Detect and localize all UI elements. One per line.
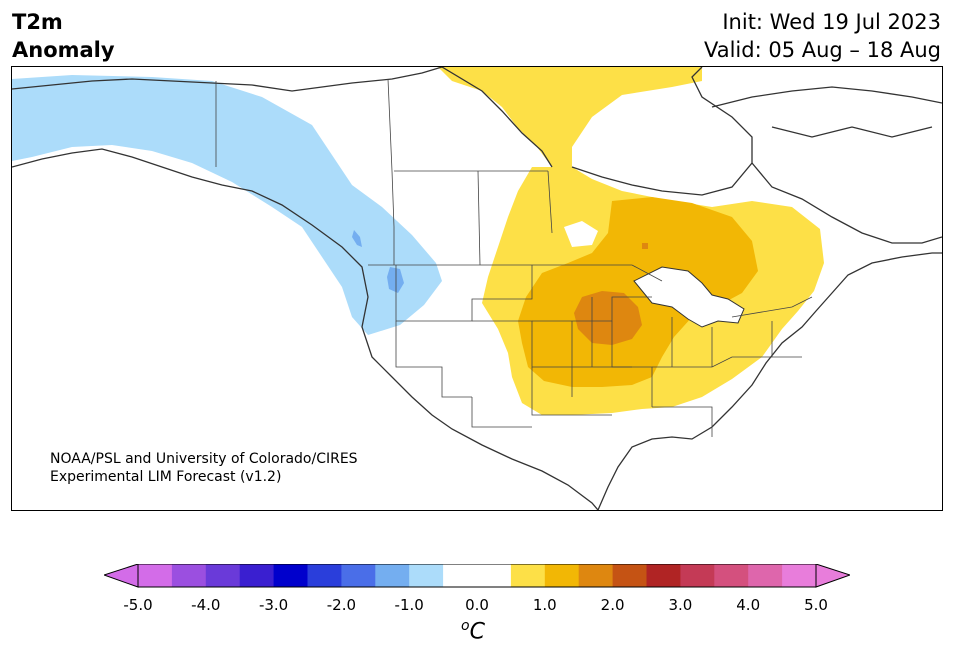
forecast-dates: Init: Wed 19 Jul 2023 Valid: 05 Aug – 18… — [704, 8, 941, 64]
political-boundaries — [215, 78, 813, 437]
warm-anomaly-arctic — [438, 67, 702, 167]
colorbar-cells — [138, 564, 817, 587]
colorbar — [104, 564, 850, 588]
colorbar-tick-labels: -5.0 -4.0 -3.0 -2.0 -1.0 0.0 1.0 2.0 3.0 4.0 5.0 — [0, 596, 953, 616]
colorbar-tick-label: 4.0 — [736, 596, 761, 614]
hudson-bay-lake — [564, 221, 598, 247]
colorbar-cell — [544, 564, 580, 587]
colorbar-cell — [375, 564, 410, 587]
colorbar-cell — [443, 564, 478, 587]
colorbar-cell — [171, 564, 207, 587]
degree-superscript: o — [461, 618, 470, 634]
colorbar-tick-label: 5.0 — [804, 596, 828, 614]
colorbar-cell — [477, 564, 512, 587]
colorbar-cell — [714, 564, 749, 587]
valid-date-range: Valid: 05 Aug – 18 Aug — [703, 38, 941, 62]
init-date: Init: Wed 19 Jul 2023 — [722, 10, 941, 34]
colorbar-cell — [578, 564, 614, 587]
colorbar-tick-label: -5.0 — [123, 596, 153, 614]
cool-anomaly-core-1 — [352, 230, 362, 247]
anomaly-map: NOAA/PSL and University of Colorado/CIRE… — [11, 66, 943, 511]
map-canvas — [12, 67, 942, 510]
coastlines — [12, 67, 942, 510]
colorbar-tick-label: 0.0 — [465, 596, 489, 614]
warm-anomaly-peak-small — [642, 243, 648, 249]
colorbar-tick-label: 2.0 — [600, 596, 625, 614]
colorbar-tick-label: -2.0 — [326, 596, 357, 614]
great-lakes — [633, 266, 745, 328]
unit-letter: C — [469, 619, 485, 645]
colorbar-cell — [748, 564, 783, 587]
credit-line-1: NOAA/PSL and University of Colorado/CIRE… — [50, 451, 358, 467]
colorbar-cell — [307, 564, 342, 587]
colorbar-tick-label: -4.0 — [191, 596, 221, 614]
colorbar-cell — [205, 564, 241, 587]
colorbar-cell — [680, 564, 715, 587]
colorbar-cell — [782, 564, 817, 587]
colorbar-cell — [510, 564, 546, 587]
warm-anomaly-peak — [574, 291, 642, 345]
title-line-2: Anomaly — [12, 38, 115, 62]
colorbar-cell — [341, 564, 376, 587]
cool-anomaly-core-2 — [387, 267, 404, 293]
warm-anomaly-core — [518, 197, 758, 387]
credit-line-2: Experimental LIM Forecast (v1.2) — [50, 469, 282, 485]
colorbar-cell — [612, 564, 647, 587]
colorbar-tick-label: -1.0 — [394, 596, 424, 614]
cool-anomaly-region — [12, 75, 442, 335]
colorbar-cell — [239, 564, 275, 587]
map-title: T2m Anomaly — [12, 8, 115, 64]
colorbar-cell — [273, 564, 308, 587]
colorbar-cell — [138, 564, 173, 587]
colorbar-max-arrow — [815, 564, 850, 588]
colorbar-tick-label: 3.0 — [668, 596, 693, 614]
colorbar-cell — [646, 564, 681, 587]
colorbar-tick-label: -3.0 — [258, 596, 289, 614]
colorbar-unit: oC — [461, 618, 485, 644]
credit-text: NOAA/PSL and University of Colorado/CIRE… — [50, 450, 358, 486]
title-line-1: T2m — [12, 10, 63, 34]
colorbar-cell — [409, 564, 444, 587]
colorbar-min-arrow — [104, 564, 139, 588]
colorbar-outline — [137, 564, 817, 588]
colorbar-tick-label: 1.0 — [532, 596, 557, 614]
